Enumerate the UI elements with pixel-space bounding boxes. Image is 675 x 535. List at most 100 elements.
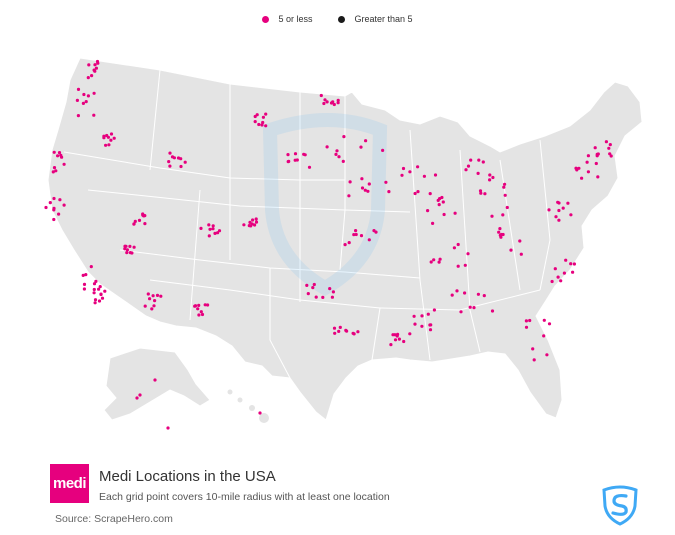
location-dot [93, 63, 97, 67]
location-dot [98, 285, 102, 289]
location-dot [321, 295, 325, 299]
location-dot [348, 180, 352, 184]
location-dot [408, 170, 412, 174]
location-dots [44, 59, 613, 430]
location-dot [333, 331, 337, 335]
location-dot [213, 231, 217, 235]
location-dot [476, 171, 480, 175]
location-dot [557, 218, 561, 222]
location-dot [92, 282, 97, 286]
location-dot [490, 214, 494, 218]
location-dot [254, 220, 259, 224]
location-dot [104, 143, 108, 147]
location-dot [566, 201, 570, 205]
location-dot [125, 248, 129, 252]
location-dot [92, 68, 96, 72]
legend-label: 5 or less [278, 14, 313, 24]
legend-dot-pink [262, 15, 270, 23]
location-dot [76, 114, 80, 118]
location-dot [524, 325, 529, 329]
location-dot [580, 176, 584, 180]
location-dot [138, 393, 142, 397]
location-dot [366, 189, 370, 193]
location-dot [354, 232, 358, 237]
location-dot [143, 222, 147, 226]
location-dot [196, 307, 200, 311]
location-dot [82, 287, 86, 291]
location-dot [302, 152, 306, 156]
location-dot [400, 173, 404, 177]
legend-item-greater-than-5[interactable]: Greater than 5 [338, 14, 413, 24]
location-dot [52, 206, 56, 210]
location-dot [48, 201, 52, 205]
location-dot [60, 155, 64, 159]
location-dot [52, 166, 57, 170]
location-dot [607, 146, 611, 150]
location-dot [456, 242, 460, 247]
location-dot [90, 74, 94, 78]
location-dot [148, 297, 152, 301]
location-dot [62, 162, 66, 166]
location-dot [569, 213, 573, 217]
location-dot [261, 120, 265, 125]
location-dot [329, 101, 334, 105]
location-dot [412, 314, 416, 318]
location-dot [137, 218, 142, 222]
location-dot [325, 100, 329, 104]
location-dot [170, 155, 175, 159]
location-dot [305, 283, 309, 287]
location-dot [54, 169, 58, 173]
location-dot [322, 101, 326, 106]
location-dot [364, 139, 368, 143]
location-dot [133, 219, 137, 223]
location-dot [179, 164, 183, 169]
location-dot [531, 347, 535, 351]
location-dot [199, 226, 203, 230]
location-dot [469, 158, 473, 162]
location-dot [311, 286, 315, 290]
location-dot [426, 209, 430, 213]
legend-item-5-or-less[interactable]: 5 or less [262, 14, 312, 24]
location-dot [428, 328, 433, 332]
location-dot [564, 258, 568, 262]
location-dot [251, 218, 255, 222]
location-dot [81, 273, 85, 277]
location-dot [286, 160, 290, 164]
location-dot [146, 292, 150, 296]
location-dot [82, 92, 86, 97]
map-subtitle: Each grid point covers 10-mile radius wi… [99, 491, 390, 503]
location-dot [253, 114, 257, 119]
location-dot [93, 298, 98, 302]
location-dot [464, 168, 468, 172]
location-dot [391, 333, 395, 337]
location-dot [586, 170, 591, 174]
location-dot [413, 322, 417, 326]
location-dot [343, 243, 347, 247]
location-dot [207, 234, 211, 238]
location-dot [81, 101, 85, 105]
location-dot [107, 143, 111, 147]
location-dot [499, 232, 503, 237]
location-dot [257, 122, 261, 127]
location-dot [372, 229, 376, 233]
location-dot [84, 100, 88, 104]
location-dot [168, 164, 172, 168]
location-dot [62, 203, 66, 207]
location-dot [397, 337, 401, 341]
location-dot [422, 174, 426, 178]
location-dot [86, 94, 90, 98]
location-dot [363, 188, 367, 192]
location-dot [456, 264, 460, 268]
location-dot [342, 135, 346, 139]
location-dot [52, 196, 56, 201]
location-dot [92, 291, 96, 295]
location-dot [112, 136, 116, 140]
location-dot [416, 165, 420, 169]
source-attribution: Source: ScrapeHero.com [55, 513, 173, 525]
location-dot [159, 294, 163, 298]
contiguous-usa-landmass [47, 57, 643, 421]
location-dot [82, 282, 87, 286]
location-dot [428, 192, 432, 196]
footer: medi Medi Locations in the USA Each grid… [48, 462, 648, 532]
location-dot [92, 91, 96, 95]
